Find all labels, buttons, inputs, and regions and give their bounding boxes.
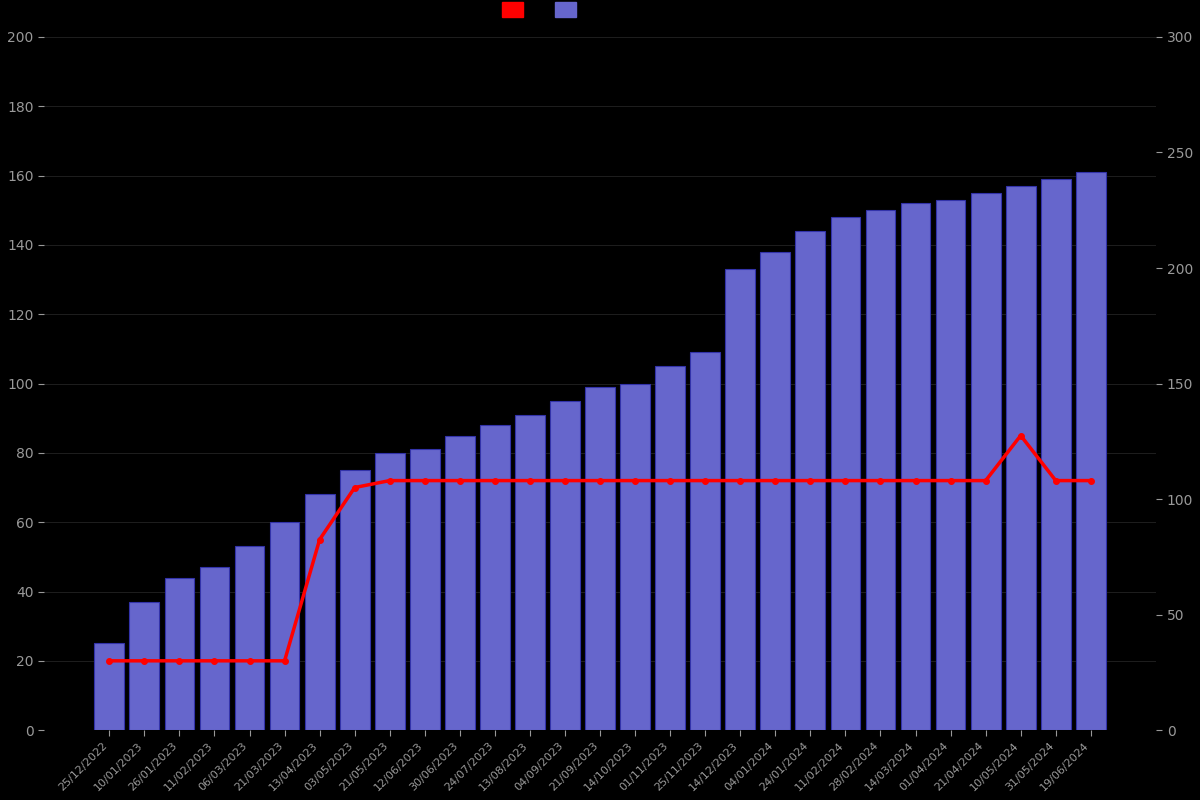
Bar	[235, 546, 264, 730]
Bar	[95, 643, 125, 730]
Bar	[901, 203, 930, 730]
Bar	[199, 567, 229, 730]
Bar	[340, 470, 370, 730]
Bar	[1076, 172, 1105, 730]
Bar	[374, 453, 404, 730]
Bar	[164, 578, 194, 730]
Bar	[480, 425, 510, 730]
Bar	[971, 193, 1001, 730]
Bar	[445, 435, 475, 730]
Bar	[865, 210, 895, 730]
Bar	[725, 269, 755, 730]
Bar	[1006, 186, 1036, 730]
Bar	[130, 602, 160, 730]
Bar	[796, 231, 826, 730]
Bar	[761, 252, 791, 730]
Bar	[515, 414, 545, 730]
Bar	[690, 352, 720, 730]
Bar	[410, 450, 439, 730]
Bar	[1040, 179, 1070, 730]
Legend: , : ,	[502, 2, 587, 17]
Bar	[305, 494, 335, 730]
Bar	[550, 401, 580, 730]
Bar	[830, 217, 860, 730]
Bar	[620, 383, 650, 730]
Bar	[586, 387, 614, 730]
Bar	[655, 366, 685, 730]
Bar	[936, 200, 966, 730]
Bar	[270, 522, 300, 730]
